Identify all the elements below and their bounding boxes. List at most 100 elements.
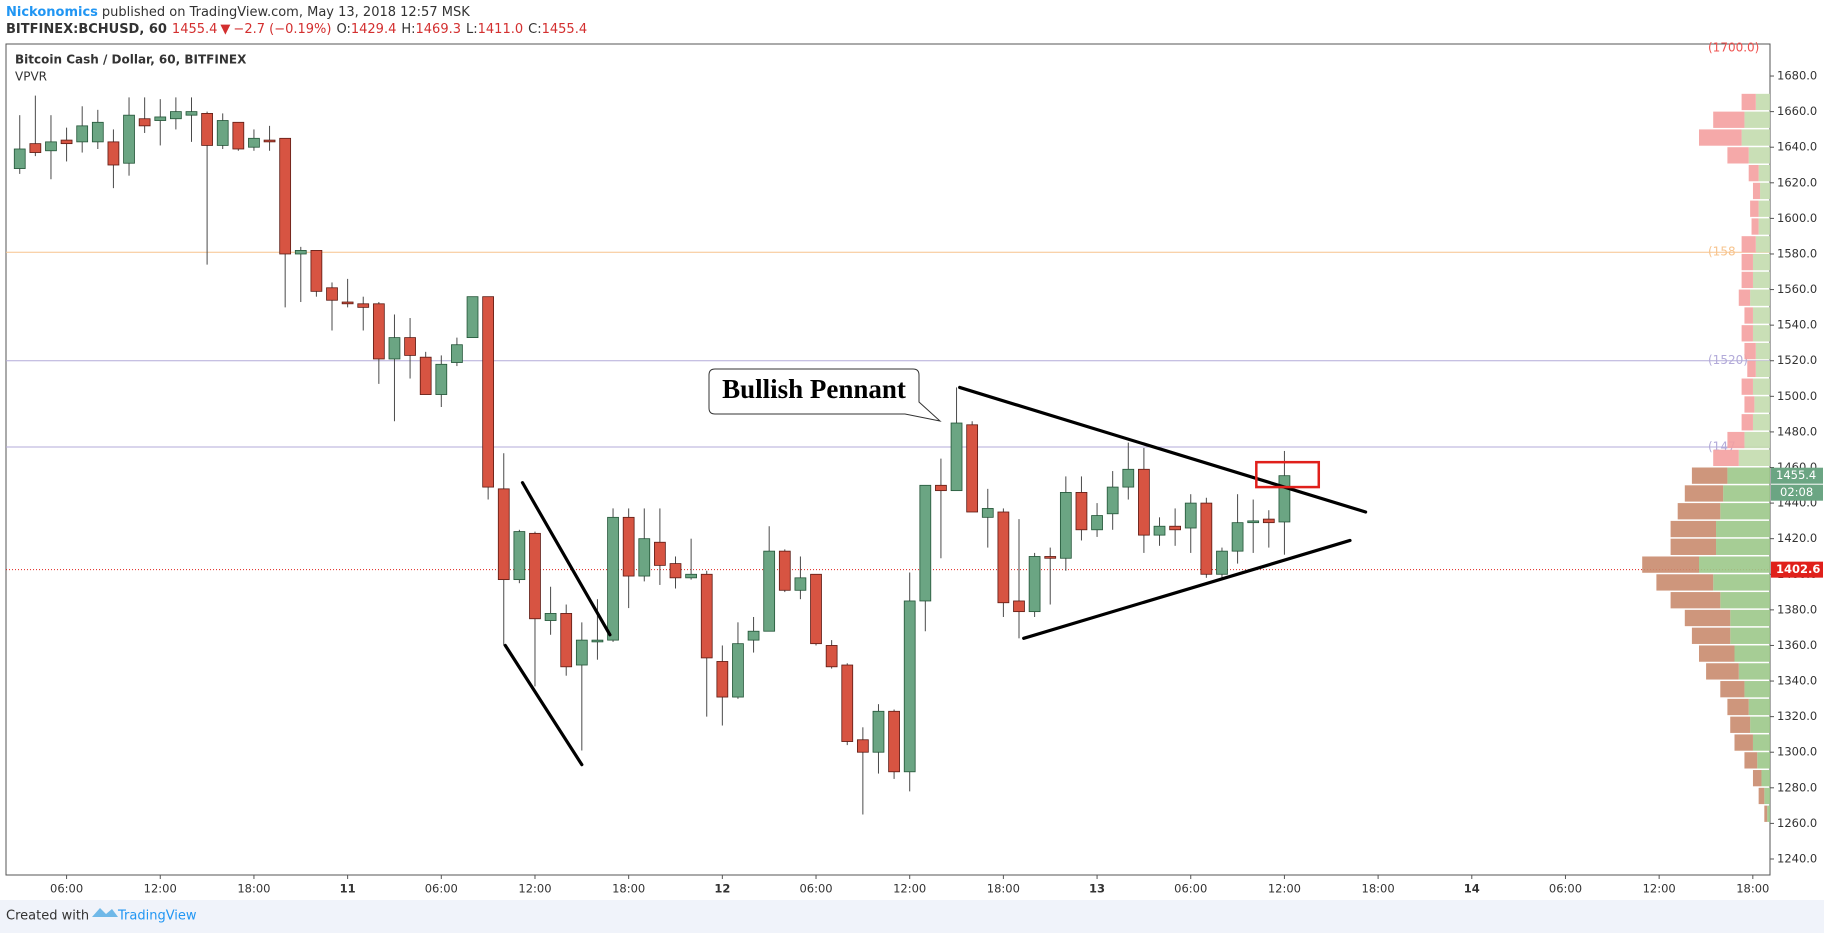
candle-body xyxy=(888,710,900,773)
x-tick-label: 06:00 xyxy=(1549,882,1582,896)
volume-down xyxy=(1706,663,1739,680)
volume-up xyxy=(1755,342,1770,360)
x-tick-label: 12:00 xyxy=(1268,882,1301,896)
volume-up xyxy=(1738,663,1770,680)
candle-body xyxy=(529,532,541,620)
candle-body xyxy=(981,508,994,518)
candle-body xyxy=(825,645,838,668)
candle-body xyxy=(185,111,198,116)
y-tick-label: 1380.0 xyxy=(1777,602,1817,616)
volume-down xyxy=(1727,698,1749,716)
candle-body xyxy=(1075,492,1088,531)
ohlc-value: 1429.4 xyxy=(351,22,397,37)
footer-created: Created with xyxy=(6,909,89,924)
x-tick-label: 18:00 xyxy=(987,882,1020,896)
volume-down xyxy=(1750,200,1759,217)
candle-body xyxy=(1262,518,1275,524)
candle-body xyxy=(1091,515,1103,531)
volume-down xyxy=(1713,111,1745,128)
volume-down xyxy=(1752,182,1761,200)
volume-up xyxy=(1748,698,1770,716)
price-tag-label: 1455.4 xyxy=(1776,468,1816,482)
volume-up xyxy=(1744,681,1770,698)
volume-down xyxy=(1741,253,1753,271)
marker-tag xyxy=(1771,561,1823,578)
candle-body xyxy=(232,121,245,150)
volume-down xyxy=(1670,592,1721,609)
highlight-box xyxy=(1255,460,1321,489)
y-tick-label: 1480.0 xyxy=(1777,424,1817,438)
volume-up xyxy=(1760,182,1770,200)
candle-body xyxy=(107,141,120,166)
volume-up xyxy=(1752,325,1770,342)
published: published on TradingView.com, May 13, 20… xyxy=(102,5,470,20)
volume-down xyxy=(1741,378,1753,395)
volume-down xyxy=(1751,218,1759,235)
volume-down xyxy=(1758,787,1765,805)
candle-body xyxy=(997,511,1010,604)
x-tick-label: 06:00 xyxy=(1174,882,1207,896)
volume-down xyxy=(1741,236,1756,253)
volume-down xyxy=(1741,271,1753,289)
candle-body xyxy=(732,643,744,698)
volume-down xyxy=(1764,805,1768,822)
y-tick-label: 1360.0 xyxy=(1777,638,1817,652)
candle-body xyxy=(1216,550,1228,575)
candle-body xyxy=(404,337,416,356)
candle-body xyxy=(685,573,697,579)
volume-up xyxy=(1716,520,1770,538)
candle-body xyxy=(747,630,760,641)
y-tick-label: 1300.0 xyxy=(1777,745,1817,759)
y-tick-label: 1420.0 xyxy=(1777,531,1817,545)
arrow: ▼ xyxy=(220,22,230,37)
candle-body xyxy=(201,112,213,146)
y-tick-label: 1240.0 xyxy=(1777,851,1817,865)
candle-body xyxy=(716,661,729,698)
candle-body xyxy=(138,118,151,127)
y-tick-label: 1560.0 xyxy=(1777,282,1817,296)
x-tick-label: 06:00 xyxy=(799,882,832,896)
volume-down xyxy=(1738,289,1751,306)
x-tick-label: 18:00 xyxy=(1736,882,1769,896)
candle-body xyxy=(810,573,822,645)
x-tick-label: 06:00 xyxy=(50,882,83,896)
volume-down xyxy=(1744,396,1755,413)
candle-body xyxy=(29,143,42,153)
volume-up xyxy=(1741,129,1770,146)
candle-body xyxy=(372,303,385,360)
volume-up xyxy=(1713,574,1770,591)
y-tick-label: 1680.0 xyxy=(1777,69,1817,83)
trend-line xyxy=(503,643,584,767)
y-tick-label: 1520.0 xyxy=(1777,353,1817,367)
y-tick-label: 1340.0 xyxy=(1777,674,1817,688)
ohlc-label: H: xyxy=(401,22,415,37)
volume-up xyxy=(1752,307,1770,324)
volume-up xyxy=(1758,218,1770,235)
volume-up xyxy=(1699,556,1770,573)
candle-body xyxy=(607,516,619,641)
volume-down xyxy=(1744,342,1756,360)
volume-up xyxy=(1764,787,1770,805)
candle-body xyxy=(388,337,401,360)
countdown-label: 02:08 xyxy=(1780,485,1813,499)
volume-up xyxy=(1752,271,1770,289)
volume-up xyxy=(1750,289,1770,306)
candle-body xyxy=(326,287,338,301)
candle-body xyxy=(170,111,182,120)
volume-down xyxy=(1691,467,1728,484)
header-line-2: BITFINEX:BCHUSD, 60 1455.4 ▼ −2.7 (−0.19%) O… xyxy=(6,22,587,37)
volume-down xyxy=(1744,752,1758,769)
candle-body xyxy=(872,710,885,753)
candle-body xyxy=(1169,525,1181,531)
candle-body xyxy=(935,484,947,492)
volume-up xyxy=(1755,236,1770,253)
x-tick-label: 11 xyxy=(340,882,356,896)
candle-body xyxy=(13,148,26,169)
volume-up xyxy=(1730,627,1770,644)
candle-body xyxy=(123,114,135,164)
change: −2.7 (−0.19%) xyxy=(233,22,331,37)
volume-down xyxy=(1741,93,1756,111)
candle-body xyxy=(903,600,916,773)
ohlc-label: O: xyxy=(336,22,350,37)
plot-layer: (1700.0)(158(1520)(147 xyxy=(6,41,1770,822)
